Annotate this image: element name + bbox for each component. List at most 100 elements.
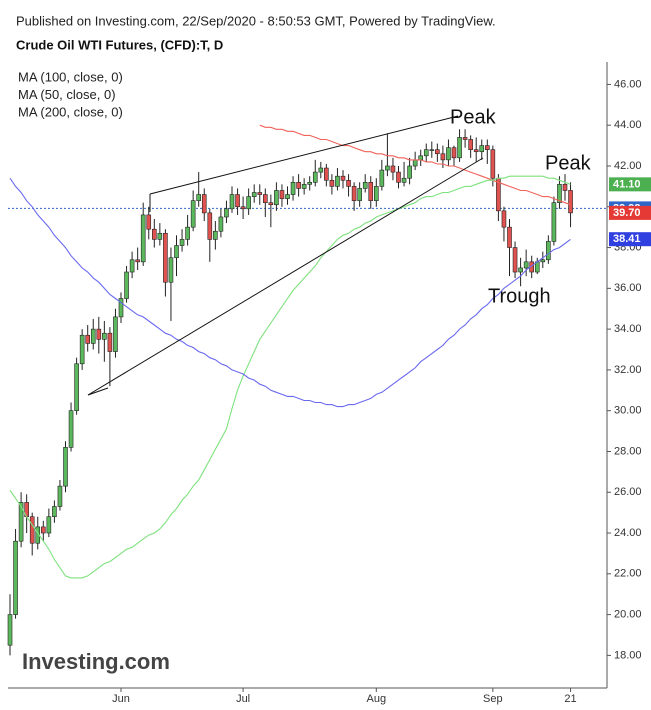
candle-body: [251, 192, 257, 197]
candle-body: [546, 241, 551, 261]
trendline-tick: [87, 387, 109, 396]
candle-body: [146, 214, 152, 230]
candle-body: [213, 230, 218, 240]
candle-body: [312, 171, 318, 183]
price-label-box: [609, 232, 651, 247]
y-tick-label: 26.00: [614, 486, 642, 498]
candle-body: [190, 200, 196, 228]
candle-body: [429, 149, 435, 151]
price-label-box: [609, 205, 651, 220]
candle-body: [540, 259, 546, 263]
candle-body: [301, 184, 307, 189]
candle-body: [229, 194, 235, 210]
candle-body: [518, 267, 523, 273]
candle-body: [324, 167, 329, 181]
lower-trendline: [87, 157, 484, 396]
candle-body: [268, 202, 274, 206]
candle-body: [196, 194, 201, 201]
candle-body: [373, 186, 379, 201]
candle-body: [118, 298, 124, 318]
upper-trendline: [149, 115, 459, 195]
candle-body: [102, 332, 107, 340]
candle-body: [79, 334, 85, 365]
candle-body: [52, 506, 57, 518]
candle-body: [451, 147, 457, 159]
candle-body: [174, 245, 179, 259]
y-tick-label: 22.00: [614, 568, 642, 580]
candle-body: [96, 328, 102, 340]
ma-line: [259, 124, 571, 206]
candle-body: [418, 155, 424, 161]
candle-body: [435, 149, 440, 155]
candle-body: [351, 186, 357, 201]
candle-body: [135, 259, 140, 263]
candle-body: [140, 214, 146, 263]
y-tick-label: 18.00: [614, 649, 642, 661]
legend-entry: MA (100, close, 0): [18, 69, 123, 84]
candle-body: [362, 182, 368, 189]
trendlines: [87, 115, 484, 396]
candle-body: [179, 239, 185, 246]
legend-entry: MA (200, close, 0): [18, 104, 123, 119]
candle-body: [557, 184, 562, 203]
candle-body: [168, 257, 174, 283]
candle-body: [107, 332, 113, 352]
candle-body: [68, 410, 74, 448]
y-tick-label: 24.00: [614, 527, 642, 539]
candle-body: [512, 247, 518, 273]
candle-body: [296, 182, 301, 189]
candle-body: [307, 182, 313, 185]
candle-body: [562, 184, 568, 191]
candle-body: [357, 188, 362, 201]
candle-body: [246, 196, 251, 210]
candle-body: [113, 316, 118, 352]
candle-body: [568, 190, 573, 214]
candle-body: [368, 182, 374, 201]
candle-body: [7, 614, 13, 646]
y-tick-label: 34.00: [614, 323, 642, 335]
candle-body: [63, 447, 68, 487]
y-tick-label: 32.00: [614, 364, 642, 376]
candle-body: [46, 516, 52, 534]
candle-body: [90, 328, 96, 344]
candle-body: [551, 202, 557, 242]
candle-body: [129, 259, 135, 273]
chart-title: Crude Oil WTI Futures, (CFD):T, D: [16, 37, 223, 52]
candle-body: [446, 147, 451, 161]
candle-body: [157, 232, 163, 240]
candle-body: [285, 194, 290, 199]
annotation: Trough: [488, 285, 551, 307]
candle-body: [501, 210, 507, 228]
y-tick-label: 36.00: [614, 282, 642, 294]
ma-line: [9, 177, 571, 408]
candle-body: [85, 334, 90, 344]
candle-body: [335, 175, 340, 187]
candle-body: [473, 149, 479, 153]
legend-entry: MA (50, close, 0): [18, 87, 116, 102]
y-tick-label: 44.00: [614, 119, 642, 131]
candle-body: [412, 159, 418, 167]
x-tick-label: Jul: [236, 693, 250, 705]
candle-body: [279, 190, 285, 199]
candle-body: [224, 208, 229, 218]
price-label: 38.41: [613, 233, 641, 245]
candle-body: [318, 167, 324, 173]
candle-body: [218, 216, 224, 232]
candle-body: [240, 206, 246, 210]
candle-body: [462, 137, 468, 140]
x-tick-label: Aug: [367, 693, 387, 705]
candle-body: [390, 165, 396, 173]
candle-body: [57, 485, 63, 507]
candle-body: [18, 502, 24, 542]
candle-body: [407, 165, 412, 179]
annotation: Peak: [450, 106, 497, 128]
price-label: 41.10: [613, 178, 641, 190]
candle-body: [468, 139, 473, 150]
published-note: Published on Investing.com, 22/Sep/2020 …: [16, 13, 496, 28]
candle-body: [185, 226, 190, 240]
candle-body: [262, 194, 268, 203]
candle-body: [457, 137, 462, 159]
candle-body: [257, 192, 263, 195]
plot-area: [7, 124, 607, 656]
